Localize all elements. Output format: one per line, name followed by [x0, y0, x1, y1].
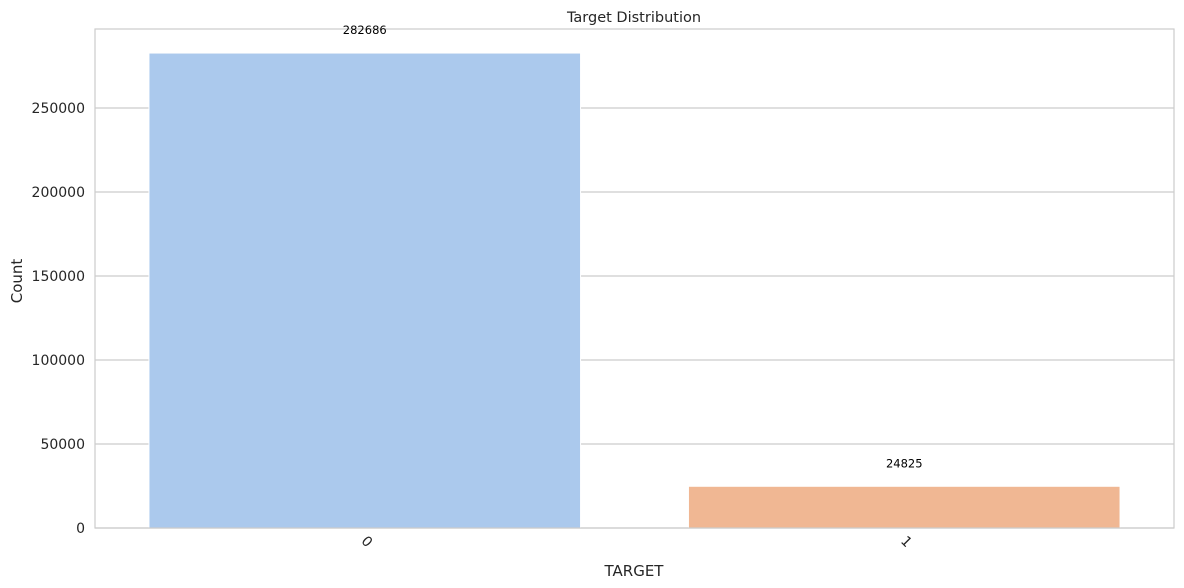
y-tick-label: 150000 [32, 269, 85, 285]
x-tick-label-1: 1 [897, 533, 915, 551]
data-label-1: 24825 [886, 456, 923, 470]
data-labels: 282686 24825 [343, 23, 923, 470]
y-tick-label: 100000 [32, 353, 85, 369]
bar-0 [148, 52, 582, 529]
bar-1 [687, 485, 1121, 529]
y-tick-labels: 0 50000 100000 150000 200000 250000 [32, 101, 85, 537]
y-tick-label: 250000 [32, 101, 85, 117]
plot-frame [94, 28, 1175, 529]
bar-layer [148, 52, 1121, 529]
y-tick-label: 200000 [32, 185, 85, 201]
x-tick-label-0: 0 [358, 533, 376, 551]
chart-title: Target Distribution [566, 10, 701, 26]
y-tick-label: 50000 [40, 437, 85, 453]
y-axis-label: Count [8, 259, 26, 304]
x-axis-label: TARGET [604, 562, 665, 580]
data-label-0: 282686 [343, 23, 387, 37]
y-tick-label: 0 [76, 521, 85, 537]
